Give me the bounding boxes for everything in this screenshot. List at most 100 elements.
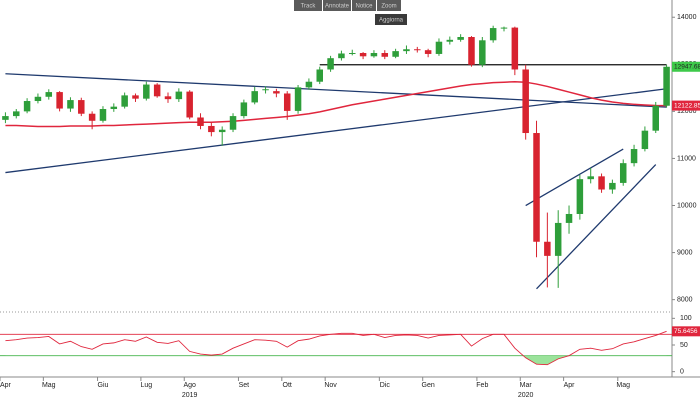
candle-body <box>576 179 584 214</box>
candle-body <box>305 81 313 88</box>
candle-body <box>110 106 118 110</box>
toolbar: Track Annotate Notice Zoom Aggiorna <box>294 0 407 25</box>
y-tick-label: 14000 <box>677 14 697 21</box>
candle-body <box>23 101 31 112</box>
y-tick-label: 100 <box>680 315 692 322</box>
candle-body <box>164 96 172 100</box>
candle-body <box>392 51 399 57</box>
x-tick-label: Mag <box>616 382 630 389</box>
candle-body <box>468 37 475 65</box>
candle-body <box>479 40 486 65</box>
x-tick-label: Dic <box>380 382 391 389</box>
x-tick-label: Ago <box>183 382 196 389</box>
candle-body <box>186 91 193 118</box>
candle-body <box>56 92 63 109</box>
candle-body <box>381 53 389 57</box>
ma-price-label: 12122.85 <box>674 102 700 109</box>
candle-body <box>544 241 551 256</box>
candle-body <box>294 87 302 111</box>
toolbar-label: Track <box>301 4 317 10</box>
toolbar-button[interactable] <box>377 0 401 11</box>
candle-body <box>251 91 258 103</box>
candle-body <box>2 116 9 120</box>
candle-body <box>99 109 107 121</box>
candle-body <box>240 102 248 117</box>
rsi-line <box>5 330 667 366</box>
y-tick-label: 50 <box>680 342 688 349</box>
candle-body <box>511 27 519 70</box>
candle-body <box>153 84 161 97</box>
candle-body <box>175 91 183 100</box>
x-tick-label: Ott <box>283 382 292 389</box>
candle-body <box>132 95 139 99</box>
candle-body <box>370 53 378 57</box>
x-tick-label: Lug <box>140 382 152 389</box>
x-tick-label: Mar <box>520 382 533 389</box>
candle-body <box>403 49 410 52</box>
candle-body <box>609 182 616 190</box>
candle-body <box>587 176 594 180</box>
oversold-area <box>5 355 667 365</box>
y-tick-label: 12000 <box>677 108 697 115</box>
candle-body <box>229 116 237 130</box>
rsi-value-box <box>672 326 700 337</box>
x-tick-label: Set <box>239 382 250 389</box>
y-tick-label: 8000 <box>677 296 693 303</box>
trendline <box>525 148 624 207</box>
x-tick-label: Gen <box>422 382 435 389</box>
toolbar-button[interactable] <box>352 0 376 11</box>
toolbar-button[interactable] <box>294 0 322 11</box>
candle-body <box>457 37 464 40</box>
candle-body <box>283 93 291 111</box>
candle-body <box>121 95 128 107</box>
candle-body <box>641 130 649 150</box>
candle-body <box>78 100 85 114</box>
toolbar-label: Zoom <box>381 4 396 10</box>
candle-body <box>663 66 670 106</box>
candle-body <box>619 163 627 183</box>
last-price-label: 12947.68 <box>674 63 700 70</box>
candle-body <box>414 49 421 51</box>
candle-body <box>327 58 334 70</box>
moving-average <box>5 80 667 128</box>
x-tick-label: Feb <box>476 382 488 389</box>
candle-body <box>197 117 204 126</box>
x-tick-label: Nov <box>324 382 337 389</box>
candle-body <box>13 111 20 117</box>
candle-body <box>446 39 454 42</box>
year-label: 2020 <box>518 392 534 399</box>
candle-body <box>424 50 432 54</box>
candle-body <box>273 91 280 94</box>
candle-body <box>143 84 150 99</box>
y-tick-label: 10000 <box>677 202 697 209</box>
toolbar-label: Notice <box>355 4 373 10</box>
rsi-value-label: 75.6456 <box>674 328 698 335</box>
candle-body <box>489 28 497 41</box>
candle-body <box>565 213 573 223</box>
candle-body <box>218 129 226 133</box>
candle-body <box>316 69 323 82</box>
y-tick-label: 11000 <box>677 155 696 162</box>
x-tick-label: Apr <box>564 382 576 389</box>
y-tick-label: 9000 <box>677 249 693 256</box>
candle-body <box>554 222 562 256</box>
last-price-box <box>672 61 700 72</box>
x-tick-label: Giu <box>98 382 109 389</box>
trendline <box>536 164 657 290</box>
candle-body <box>500 27 508 29</box>
candle-body <box>262 89 269 91</box>
x-tick-label: Mag <box>42 382 56 389</box>
candle-body <box>88 113 96 121</box>
candle-body <box>652 105 659 131</box>
y-tick-label: 0 <box>680 369 684 376</box>
refresh-button[interactable] <box>375 14 407 25</box>
candle-body <box>533 133 540 242</box>
candle-body <box>34 96 42 102</box>
toolbar-label: Annotate <box>325 4 350 10</box>
candle-body <box>435 41 443 54</box>
x-tick-label: Apr <box>0 382 12 389</box>
toolbar-button[interactable] <box>323 0 351 11</box>
candle-body <box>45 92 53 97</box>
